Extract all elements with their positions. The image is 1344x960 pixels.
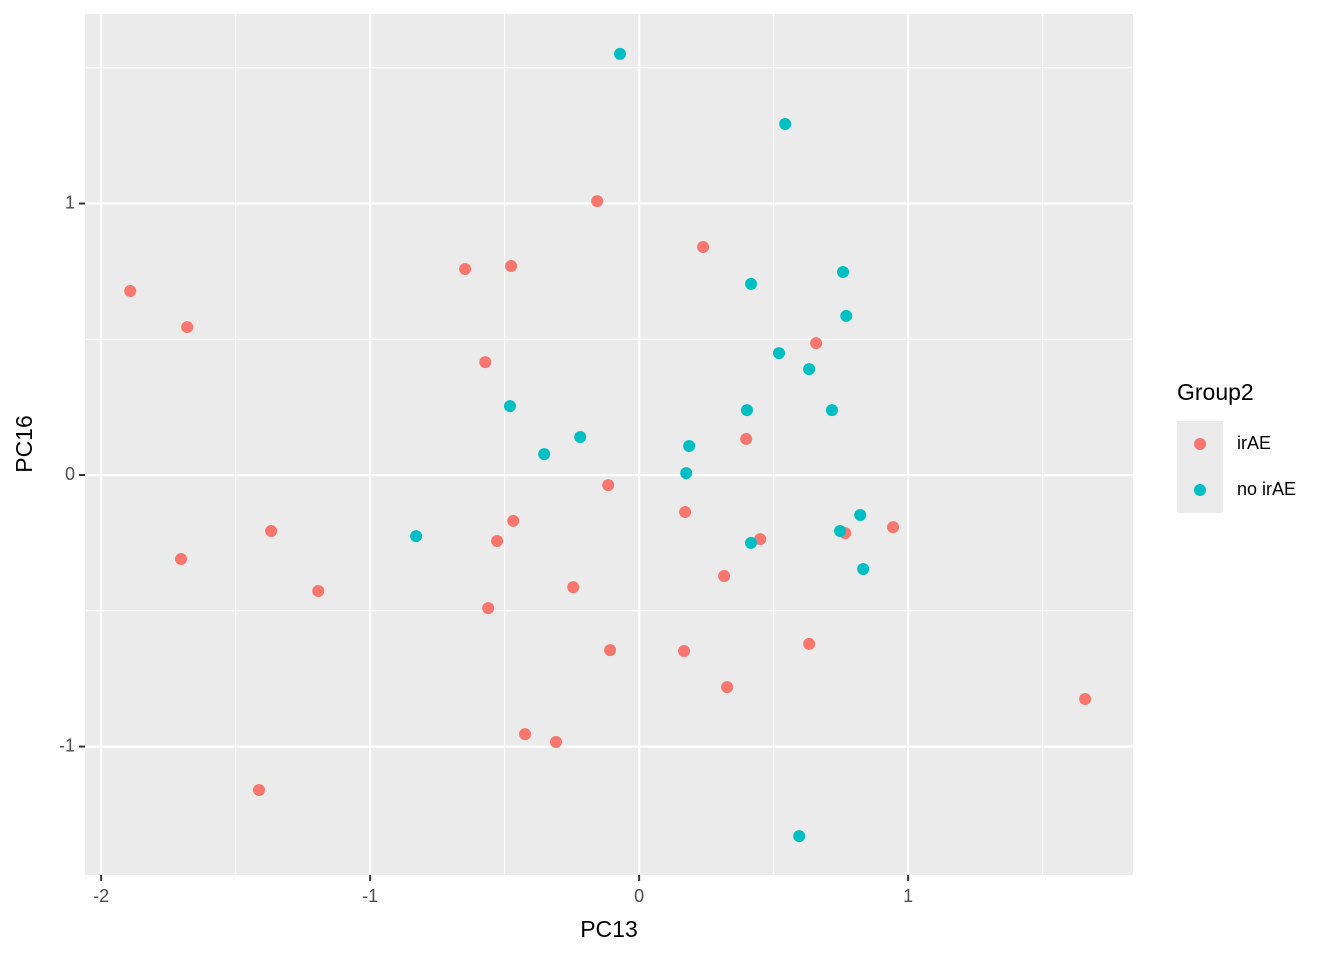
- point: [505, 259, 518, 272]
- point: [482, 602, 495, 615]
- point: [854, 508, 867, 521]
- point: [740, 432, 753, 445]
- point: [507, 514, 520, 527]
- point: [574, 431, 587, 444]
- y-tick-label: -1: [59, 735, 75, 755]
- point: [1079, 693, 1092, 706]
- point: [175, 552, 188, 565]
- point: [754, 533, 767, 546]
- point: [721, 681, 734, 694]
- point: [124, 284, 137, 297]
- y-axis-title: PC16: [11, 415, 37, 473]
- point: [678, 644, 691, 657]
- x-tick-label: -1: [362, 886, 378, 906]
- point: [680, 467, 693, 480]
- point: [745, 536, 758, 549]
- point: [604, 644, 617, 657]
- point: [479, 356, 492, 369]
- point: [793, 830, 806, 843]
- point: [614, 47, 627, 60]
- point: [840, 309, 853, 322]
- point: [591, 195, 604, 208]
- panel: [85, 14, 1133, 875]
- point: [803, 363, 816, 376]
- x-tick-label: 1: [903, 886, 913, 906]
- point: [679, 505, 692, 518]
- point: [519, 728, 532, 741]
- point: [181, 321, 194, 334]
- point: [683, 439, 696, 452]
- point: [837, 265, 850, 278]
- point: [834, 524, 847, 537]
- point: [718, 570, 731, 583]
- point: [602, 479, 615, 492]
- point: [459, 262, 472, 275]
- point: [740, 404, 753, 417]
- point: [803, 637, 816, 650]
- point: [491, 535, 504, 548]
- x-tick-label: 0: [634, 886, 644, 906]
- legend-symbol: [1194, 484, 1206, 496]
- point: [825, 404, 838, 417]
- point: [567, 581, 580, 594]
- point: [779, 117, 792, 130]
- point: [265, 524, 278, 537]
- point: [253, 784, 266, 797]
- point: [857, 562, 870, 575]
- point: [810, 337, 823, 350]
- y-tick-label: 0: [65, 464, 75, 484]
- point: [504, 400, 517, 413]
- x-tick-label: -2: [93, 886, 109, 906]
- point: [745, 277, 758, 290]
- point: [410, 530, 423, 543]
- point: [312, 584, 325, 597]
- point: [538, 448, 551, 461]
- y-tick-label: 1: [65, 192, 75, 212]
- legend-label: irAE: [1237, 433, 1271, 453]
- point: [697, 240, 710, 253]
- point: [550, 735, 563, 748]
- legend-symbol: [1194, 438, 1206, 450]
- legend-title: Group2: [1177, 379, 1254, 405]
- legend-label: no irAE: [1237, 479, 1296, 499]
- point: [887, 521, 900, 534]
- x-axis-title: PC13: [580, 916, 638, 942]
- point: [773, 347, 786, 360]
